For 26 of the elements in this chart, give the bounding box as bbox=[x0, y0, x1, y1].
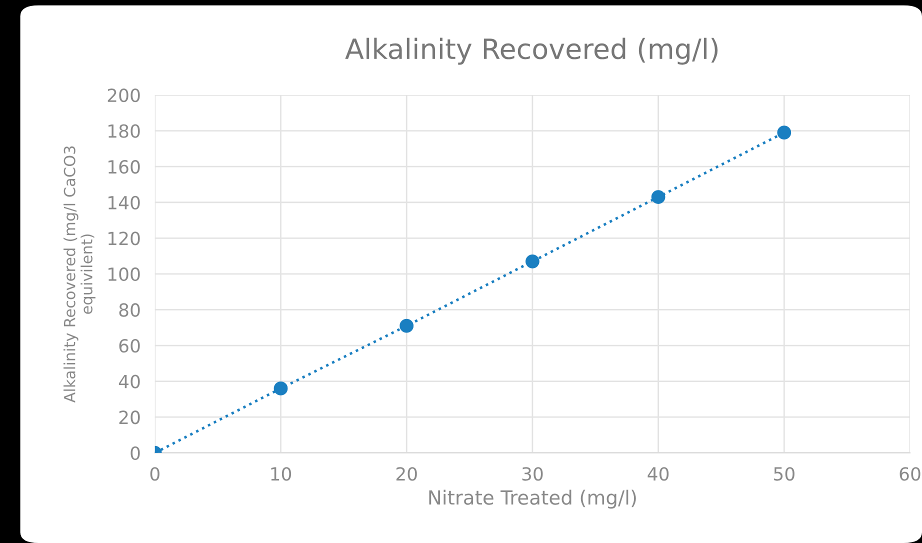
x-tick-label: 40 bbox=[648, 467, 669, 481]
y-tick-label: 160 bbox=[108, 160, 140, 174]
x-tick-label: 60 bbox=[900, 467, 920, 481]
y-tick-label: 200 bbox=[108, 88, 140, 102]
point bbox=[526, 254, 540, 268]
y-axis-title: Alkalinity Recovered (mg/l CaCO3 equivilent) bbox=[64, 146, 96, 403]
y-tick-label: 80 bbox=[119, 303, 140, 317]
x-axis-title: Nitrate Treated (mg/l) bbox=[429, 490, 636, 509]
y-tick-label: 0 bbox=[130, 446, 140, 460]
x-tick-label: 30 bbox=[522, 467, 543, 481]
x-tick-label: 10 bbox=[271, 467, 292, 481]
x-tick-label: 0 bbox=[150, 467, 160, 481]
point bbox=[400, 318, 414, 333]
chart-title: Alkalinity Recovered (mg/l) bbox=[345, 38, 718, 65]
y-tick-label: 100 bbox=[108, 267, 140, 282]
y-tick-label: 140 bbox=[108, 196, 140, 210]
x-tick-label: 50 bbox=[774, 467, 794, 481]
y-tick-label: 120 bbox=[108, 232, 140, 246]
y-tick-label: 40 bbox=[118, 374, 140, 388]
y-tick-label: 60 bbox=[119, 338, 140, 353]
y-tick-label: 20 bbox=[119, 410, 140, 424]
point bbox=[777, 126, 792, 140]
x-tick-label: 20 bbox=[396, 467, 417, 481]
y-tick-label: 180 bbox=[108, 124, 140, 138]
point bbox=[274, 382, 288, 396]
point bbox=[651, 190, 666, 204]
